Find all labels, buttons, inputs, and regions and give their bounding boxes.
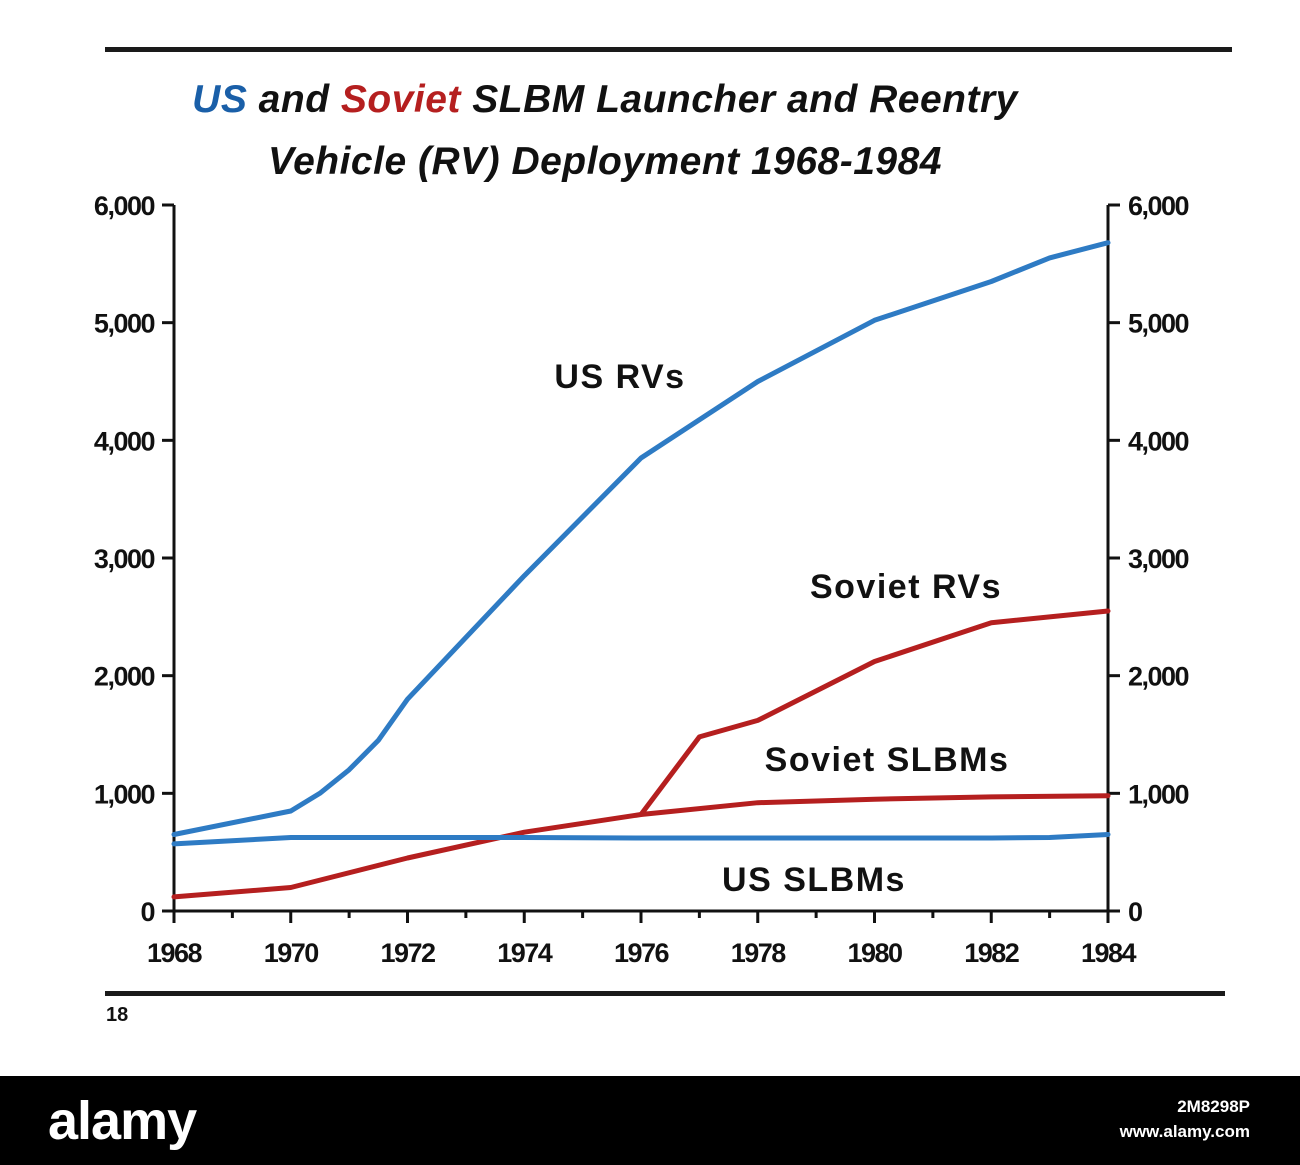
- series-line-soviet-slbms: [171, 793, 1111, 900]
- x-tick-label: 1974: [497, 938, 553, 968]
- left-y-tick-label: 5,000: [94, 309, 155, 339]
- chart-axes: [172, 205, 1110, 913]
- x-tick-label: 1970: [264, 938, 319, 968]
- alamy-logo: alamy: [48, 1091, 197, 1151]
- x-tick-label: 1976: [614, 938, 670, 968]
- series-line-soviet-rvs: [638, 608, 1111, 817]
- series-line-us-slbms: [171, 832, 1111, 847]
- top-rule: [105, 47, 1232, 52]
- left-y-tick-label: 4,000: [94, 426, 155, 456]
- right-y-tick-label: 2,000: [1128, 662, 1189, 692]
- series-label-soviet-rvs: Soviet RVs: [810, 568, 1002, 606]
- chart-series-labels: US RVs Soviet RVs Soviet SLBMs US SLBMs: [554, 358, 1010, 899]
- chart-title-line-2: Vehicle (RV) Deployment 1968-1984: [268, 140, 942, 183]
- site-url: www.alamy.com: [1119, 1122, 1250, 1141]
- series-label-soviet-slbms: Soviet SLBMs: [765, 741, 1010, 779]
- chart-series: [171, 240, 1111, 900]
- chart-ticks: 0 0 1,000 1,000 2,000 2,000 3,000 3,000 4,000 4,0…: [94, 191, 1190, 968]
- x-tick-label: 1978: [731, 938, 787, 968]
- right-y-tick-label: 3,000: [1128, 544, 1189, 574]
- left-y-tick-label: 1,000: [94, 779, 155, 809]
- series-label-us-rvs: US RVs: [554, 358, 685, 396]
- x-tick-label: 1972: [380, 938, 435, 968]
- line-chart: 0 0 1,000 1,000 2,000 2,000 3,000 3,000 4,000 4,0…: [94, 191, 1190, 968]
- image-id: 2M8298P: [1177, 1097, 1250, 1116]
- right-y-tick-label: 0: [1128, 897, 1142, 927]
- series-label-us-slbms: US SLBMs: [722, 861, 906, 899]
- x-tick-label: 1980: [847, 938, 902, 968]
- x-tick-label: 1982: [964, 938, 1019, 968]
- title-and-word: and: [247, 78, 341, 121]
- right-y-tick-label: 6,000: [1128, 191, 1189, 221]
- chart-title-line-1: US and Soviet SLBM Launcher and Reentry: [0, 78, 1210, 122]
- right-y-tick-label: 5,000: [1128, 309, 1189, 339]
- title-rest-line-1: SLBM Launcher and Reentry: [460, 78, 1018, 121]
- right-y-tick-label: 1,000: [1128, 779, 1189, 809]
- left-y-tick-label: 3,000: [94, 544, 155, 574]
- bottom-rule: [105, 991, 1225, 996]
- x-tick-label: 1984: [1081, 938, 1137, 968]
- page-number: 18: [106, 1004, 129, 1026]
- series-line-us-rvs: [171, 240, 1111, 837]
- watermark-footer: alamy 2M8298P www.alamy.com: [0, 1076, 1300, 1165]
- left-y-tick-label: 0: [140, 897, 154, 927]
- title-us-word: US: [192, 78, 248, 121]
- left-y-tick-label: 2,000: [94, 662, 155, 692]
- right-y-tick-label: 4,000: [1128, 426, 1189, 456]
- left-y-tick-label: 6,000: [94, 191, 155, 221]
- x-tick-label: 1968: [147, 938, 203, 968]
- title-soviet-word: Soviet: [340, 78, 461, 121]
